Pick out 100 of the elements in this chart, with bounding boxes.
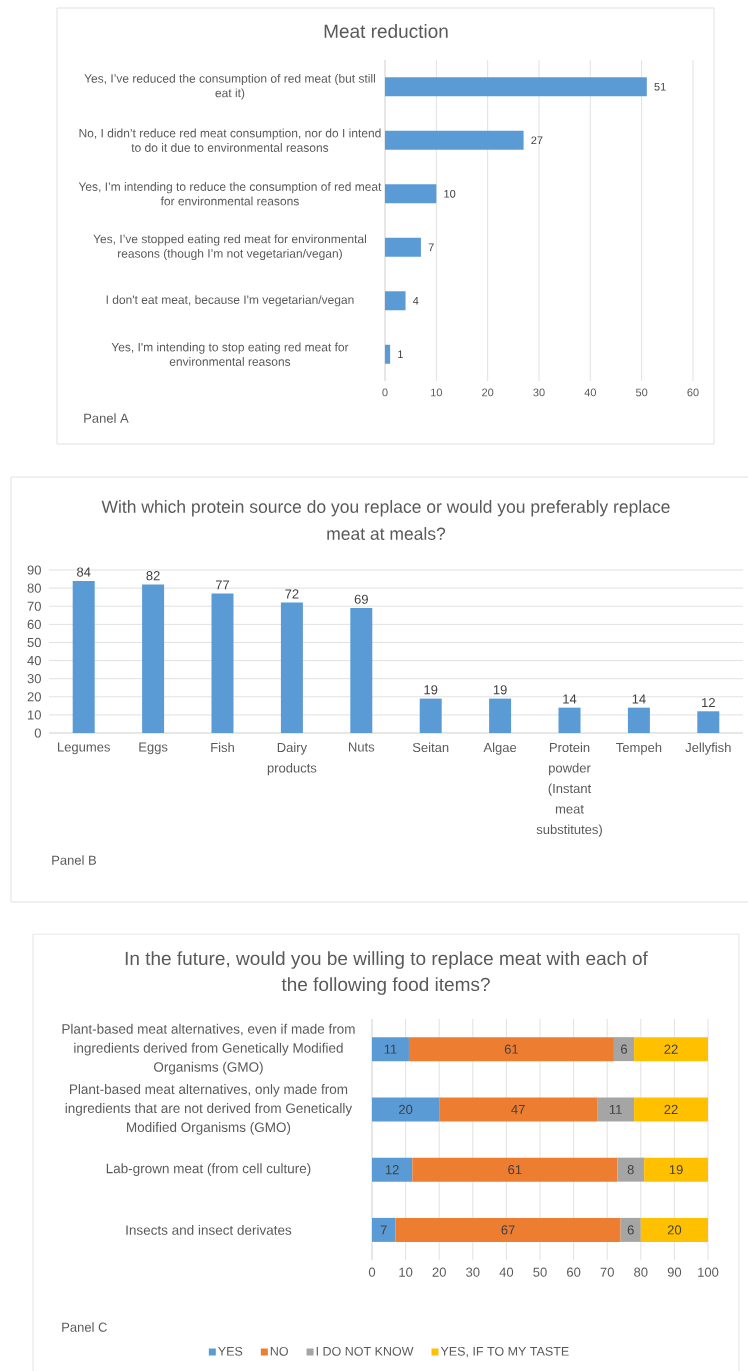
text: Panel A [84, 413, 129, 423]
x-tick-label: 80 [634, 1267, 648, 1277]
bar [72, 580, 95, 734]
bar [142, 584, 165, 734]
y-tick-label: Yes, I’ve reduced the consumption of red meat (but still eat it) [84, 73, 375, 100]
bar [372, 1037, 409, 1062]
data-label: 19 [493, 685, 507, 695]
y-tick-label: Yes, I’m intending to reduce the consumption of red meat for environmental reasons [78, 182, 382, 206]
x-tick-label: 40 [499, 1267, 514, 1277]
data-label: 20 [399, 1104, 413, 1114]
bar [385, 77, 647, 97]
bar [627, 707, 650, 734]
bar [385, 130, 524, 150]
x-tick-label: 40 [584, 388, 596, 397]
x-tick-label: Fish [211, 742, 234, 753]
data-label: 14 [632, 694, 646, 704]
y-tick-label: Insects and insect derivates [126, 1224, 292, 1235]
y-tick-label: Yes, I’ve stopped eating red meat for environmental reasons (though I’m not vegetarian/vegan) [93, 234, 366, 261]
bar [634, 1097, 708, 1122]
y-tick-label: I don't eat meat, because I'm vegetarian/vegan [106, 295, 354, 307]
x-tick-label: 10 [399, 1267, 413, 1277]
y-tick-label: Plant-based meat alternatives, even if made from ingredients derived from Genetically Modified Organisms (GMO) [62, 1023, 355, 1075]
legend-label: NO [270, 1346, 288, 1356]
bar [412, 1157, 618, 1182]
bar [385, 344, 391, 364]
x-tick-label: Dairy products [267, 742, 317, 776]
bar [558, 707, 581, 734]
y-tick-label: 0 [34, 728, 41, 738]
data-label: 14 [563, 694, 577, 704]
data-label: 19 [424, 685, 438, 695]
x-tick-label: Protein powder (Instant meat substitutes) [536, 742, 602, 837]
y-tick-label: 80 [27, 583, 41, 593]
data-label: 7 [380, 1225, 387, 1235]
data-label: 27 [531, 136, 543, 145]
data-label: 19 [669, 1165, 683, 1175]
bar [620, 1217, 641, 1242]
bar [419, 698, 442, 734]
text: Panel B [52, 855, 97, 865]
x-tick-label: Nuts [349, 742, 375, 752]
bar [385, 237, 421, 257]
y-tick-label: 20 [27, 692, 41, 702]
bar [613, 1037, 635, 1062]
data-label: 8 [627, 1165, 634, 1175]
bar [350, 608, 373, 734]
x-tick-label: 30 [466, 1267, 480, 1277]
y-tick-label: Lab-grown meat (from cell culture) [106, 1163, 311, 1176]
data-label: 51 [654, 82, 666, 91]
bar [372, 1157, 413, 1182]
y-tick-label: 40 [27, 655, 41, 666]
text: Panel C [62, 1322, 107, 1332]
data-label: 11 [609, 1104, 622, 1114]
data-label: 6 [627, 1225, 634, 1235]
legend-label: I DO NOT KNOW [316, 1346, 414, 1356]
x-tick-label: 50 [635, 388, 648, 397]
y-tick-label: 10 [27, 710, 41, 720]
chart-title: In the future, would you be willing to replace meat with each of the following food items? [125, 951, 648, 995]
bar [385, 291, 406, 311]
x-tick-label: Eggs [139, 742, 168, 755]
legend-label: YES, IF TO MY TASTE [440, 1346, 569, 1358]
x-tick-label: 60 [567, 1267, 581, 1277]
bar [617, 1157, 645, 1182]
data-label: 6 [621, 1044, 628, 1054]
bar [408, 1037, 614, 1062]
data-label: 84 [77, 567, 91, 577]
x-tick-label: 20 [482, 388, 494, 397]
bar [280, 602, 303, 734]
data-label: 67 [501, 1225, 515, 1235]
x-tick-label: Seitan [412, 742, 449, 753]
x-tick-label: Legumes [58, 742, 110, 755]
data-label: 22 [664, 1044, 678, 1054]
bar [385, 184, 437, 204]
data-label: 7 [428, 243, 434, 252]
data-label: 12 [702, 698, 715, 708]
data-label: 22 [664, 1104, 678, 1114]
bar [372, 1217, 396, 1242]
x-tick-label: 60 [687, 388, 699, 397]
data-label: 11 [384, 1044, 397, 1054]
chart-title: With which protein source do you replace or would you preferably replace meat at meals? [101, 500, 670, 540]
x-tick-label: 90 [667, 1267, 682, 1277]
y-tick-label: Yes, I'm intending to stop eating red meat for environmental reasons [111, 342, 349, 366]
y-tick-label: 30 [27, 674, 41, 684]
x-tick-label: 0 [382, 388, 388, 397]
bar [395, 1217, 621, 1242]
x-tick-label: Jellyfish [685, 742, 731, 755]
x-tick-label: Tempeh [616, 742, 662, 755]
y-tick-label: 50 [27, 637, 41, 648]
data-label: 1 [398, 350, 403, 359]
bar [640, 1217, 708, 1242]
bar [644, 1157, 708, 1182]
data-label: 20 [667, 1225, 682, 1235]
x-tick-label: Algae [483, 742, 517, 755]
y-tick-label: No, I didn’t reduce red meat consumption, nor do I intend to do it due to environmental reasons [79, 128, 381, 152]
data-label: 12 [385, 1165, 399, 1175]
y-tick-label: 60 [27, 619, 41, 629]
bar [697, 711, 720, 734]
bar [489, 698, 512, 734]
x-tick-label: 30 [533, 388, 545, 397]
x-tick-label: 100 [698, 1267, 719, 1277]
y-tick-label: 70 [27, 601, 41, 611]
x-tick-label: 50 [533, 1267, 547, 1277]
